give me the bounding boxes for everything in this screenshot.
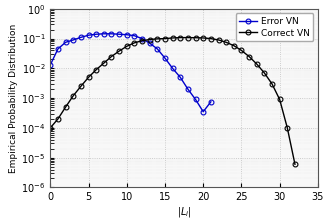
Error VN [132,34,136,37]
Correct VN [209,37,213,40]
X-axis label: $|L_i|$: $|L_i|$ [177,205,192,219]
Correct VN [48,127,52,129]
Correct VN [262,72,266,74]
Error VN [148,42,152,45]
Error VN [87,34,91,37]
Correct VN [171,37,175,39]
Error VN [209,101,213,103]
Correct VN [125,45,129,48]
Error VN [140,37,144,40]
Error VN [186,88,190,91]
Correct VN [64,106,68,108]
Correct VN [79,85,83,88]
Legend: Error VN, Correct VN: Error VN, Correct VN [236,13,313,41]
Error VN [178,76,182,79]
Correct VN [178,36,182,39]
Error VN [64,41,68,44]
Error VN [94,33,98,36]
Correct VN [117,50,121,52]
Error VN [56,48,60,50]
Correct VN [201,37,205,39]
Error VN [155,48,159,50]
Correct VN [186,36,190,39]
Correct VN [285,127,289,129]
Error VN [163,57,167,59]
Error VN [48,64,52,66]
Y-axis label: Empirical Probability Distribution: Empirical Probability Distribution [9,24,18,173]
Correct VN [278,98,282,101]
Error VN [102,32,106,35]
Correct VN [194,36,198,39]
Correct VN [56,118,60,120]
Correct VN [270,83,274,85]
Error VN [117,33,121,36]
Correct VN [224,41,228,44]
Error VN [125,33,129,36]
Correct VN [110,55,113,58]
Correct VN [293,163,297,166]
Correct VN [140,39,144,42]
Error VN [201,110,205,113]
Correct VN [102,62,106,64]
Correct VN [247,55,251,58]
Correct VN [216,39,220,41]
Correct VN [132,42,136,44]
Error VN [71,39,75,41]
Correct VN [255,63,259,65]
Error VN [171,67,175,70]
Correct VN [71,94,75,97]
Correct VN [87,76,91,79]
Line: Error VN: Error VN [48,31,213,114]
Correct VN [94,68,98,71]
Correct VN [232,44,236,47]
Correct VN [163,37,167,40]
Line: Correct VN: Correct VN [48,35,297,167]
Correct VN [148,38,152,41]
Correct VN [239,49,243,52]
Error VN [110,32,113,35]
Correct VN [155,38,159,40]
Error VN [79,36,83,39]
Error VN [194,98,198,101]
